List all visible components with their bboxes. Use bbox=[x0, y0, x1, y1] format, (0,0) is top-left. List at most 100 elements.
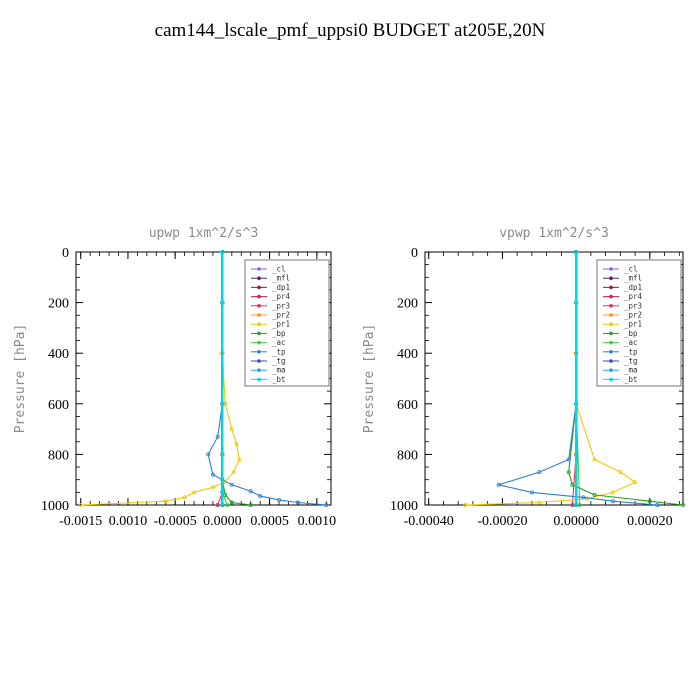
panel1-point bbox=[192, 490, 197, 495]
panel1-xtick-label: 0.0010 bbox=[109, 514, 148, 529]
panel1-legend-marker bbox=[257, 368, 261, 373]
panel2-legend-label: _tg bbox=[624, 357, 638, 366]
panel2-legend-marker bbox=[609, 304, 613, 308]
panel2-point bbox=[610, 490, 615, 495]
panel1-point bbox=[220, 490, 225, 495]
panel2-ytick-label: 0 bbox=[411, 246, 418, 261]
panel1-legend-label: _pr3 bbox=[272, 301, 290, 310]
panel1-point bbox=[182, 495, 187, 500]
panel1-ytick-label: 400 bbox=[48, 347, 69, 362]
panel1-point bbox=[234, 442, 239, 447]
panel2-point bbox=[537, 500, 542, 505]
panel1-point bbox=[295, 500, 300, 505]
page-title: cam144_lscale_pmf_uppsi0 BUDGET at205E,2… bbox=[154, 20, 546, 41]
panel1-legend-label: _mfl bbox=[272, 274, 290, 283]
panel2-point bbox=[566, 457, 571, 462]
panel2-point bbox=[574, 300, 579, 305]
panel1-point bbox=[225, 502, 230, 507]
panel1-title: upwp 1xm^2/s^3 bbox=[149, 226, 259, 241]
panel1-legend-label: _dp1 bbox=[272, 283, 290, 292]
panel1-legend-marker bbox=[257, 350, 261, 354]
panel1-legend-marker bbox=[257, 322, 261, 327]
panel1-legend-label: _bp bbox=[272, 329, 286, 338]
panel1-legend-marker bbox=[257, 285, 261, 290]
panel2-legend-label: _mfl bbox=[624, 274, 642, 283]
panel2-ytick-label: 200 bbox=[397, 297, 418, 312]
panel1-point bbox=[220, 401, 225, 406]
panel2-legend-marker bbox=[609, 340, 613, 345]
panel2-xtick-label: 0.00020 bbox=[627, 514, 673, 529]
panel1-ytick-label: 1000 bbox=[41, 499, 69, 514]
panel2-xtick-label: 0.00000 bbox=[553, 514, 599, 529]
panel1-point bbox=[210, 485, 215, 490]
panel1-legend-label: _ac bbox=[272, 338, 286, 347]
panel1-point bbox=[229, 482, 234, 487]
panel2-legend-marker bbox=[609, 276, 613, 281]
panel2-legend-label: _bt bbox=[624, 375, 638, 384]
panel1-point bbox=[258, 494, 263, 499]
panel1-ytick-label: 200 bbox=[48, 297, 69, 312]
panel1-point bbox=[220, 300, 225, 305]
panel1-series-pr1 bbox=[80, 252, 240, 506]
panel1-ytick-label: 800 bbox=[48, 448, 69, 463]
panel1-point bbox=[220, 502, 225, 507]
panel1-legend-marker bbox=[257, 377, 261, 382]
panel2-xtick-label: -0.00040 bbox=[404, 514, 454, 529]
panel1-point bbox=[215, 434, 220, 439]
panel1-point bbox=[229, 427, 234, 432]
panel2-legend-label: _cl bbox=[624, 265, 638, 274]
panel2-legend-marker bbox=[609, 313, 613, 317]
panel1-point bbox=[229, 500, 234, 505]
panel2-point bbox=[574, 249, 579, 254]
panel2-legend-label: _pr3 bbox=[624, 301, 642, 310]
panel2-legend-marker bbox=[609, 322, 613, 327]
panel2-point bbox=[655, 502, 660, 507]
panel1-legend-marker bbox=[257, 304, 261, 308]
panel1-legend-marker bbox=[257, 276, 261, 281]
panel1-xtick-label: 0.0005 bbox=[250, 514, 289, 529]
panel2-ytick-label: 400 bbox=[397, 347, 418, 362]
panel2-point bbox=[570, 502, 575, 507]
panel1-point bbox=[220, 249, 225, 254]
panel1-ytick-label: 0 bbox=[62, 246, 69, 261]
panel2-legend-marker bbox=[609, 368, 613, 373]
panel2-legend-label: _pr2 bbox=[624, 311, 642, 320]
panel1-legend-label: _pr2 bbox=[272, 311, 290, 320]
panel1-legend-label: _tg bbox=[272, 357, 286, 366]
panel1-xtick-label: -0.0005 bbox=[154, 514, 197, 529]
panel2-legend-marker bbox=[609, 331, 613, 336]
panel1-legend-label: _bt bbox=[272, 375, 286, 384]
panel2-point bbox=[647, 499, 652, 504]
panel1-legend-label: _pr1 bbox=[272, 320, 290, 329]
panel1-point bbox=[231, 470, 236, 475]
panel1-legend-label: _cl bbox=[272, 265, 286, 274]
panel2-point bbox=[577, 502, 582, 507]
panel2-legend-marker bbox=[609, 359, 613, 363]
panel2-legend-marker bbox=[609, 350, 613, 354]
panel1-xtick-label: 0.0000 bbox=[203, 514, 242, 529]
panel1-legend-marker bbox=[257, 359, 261, 363]
panel2-point bbox=[574, 401, 579, 406]
panel2-point bbox=[592, 457, 597, 462]
panel2-point bbox=[592, 492, 597, 497]
panel1-point bbox=[237, 457, 242, 462]
panel2-title: vpwp 1xm^2/s^3 bbox=[499, 226, 609, 241]
panel2-legend-label: _pr4 bbox=[624, 292, 643, 301]
panel1-ytick-label: 600 bbox=[48, 398, 69, 413]
panel2-legend-label: _pr1 bbox=[624, 320, 642, 329]
panel1-legend-label: _pr4 bbox=[272, 292, 291, 301]
panel1-legend-label: _ma bbox=[272, 366, 286, 375]
panel1-point bbox=[277, 497, 282, 502]
panel1-point bbox=[324, 502, 329, 507]
panel2-legend-label: _ma bbox=[624, 366, 638, 375]
panel2-ytick-label: 800 bbox=[397, 448, 418, 463]
panel1-legend-marker bbox=[257, 331, 261, 336]
panel2-legend-marker bbox=[609, 294, 613, 299]
panel1-point bbox=[248, 502, 253, 507]
panel1-legend-marker bbox=[257, 267, 261, 271]
panel2-legend-label: _dp1 bbox=[624, 283, 642, 292]
panel2-point bbox=[529, 490, 534, 495]
panel2-point bbox=[681, 502, 686, 507]
panel2-point bbox=[581, 495, 586, 500]
